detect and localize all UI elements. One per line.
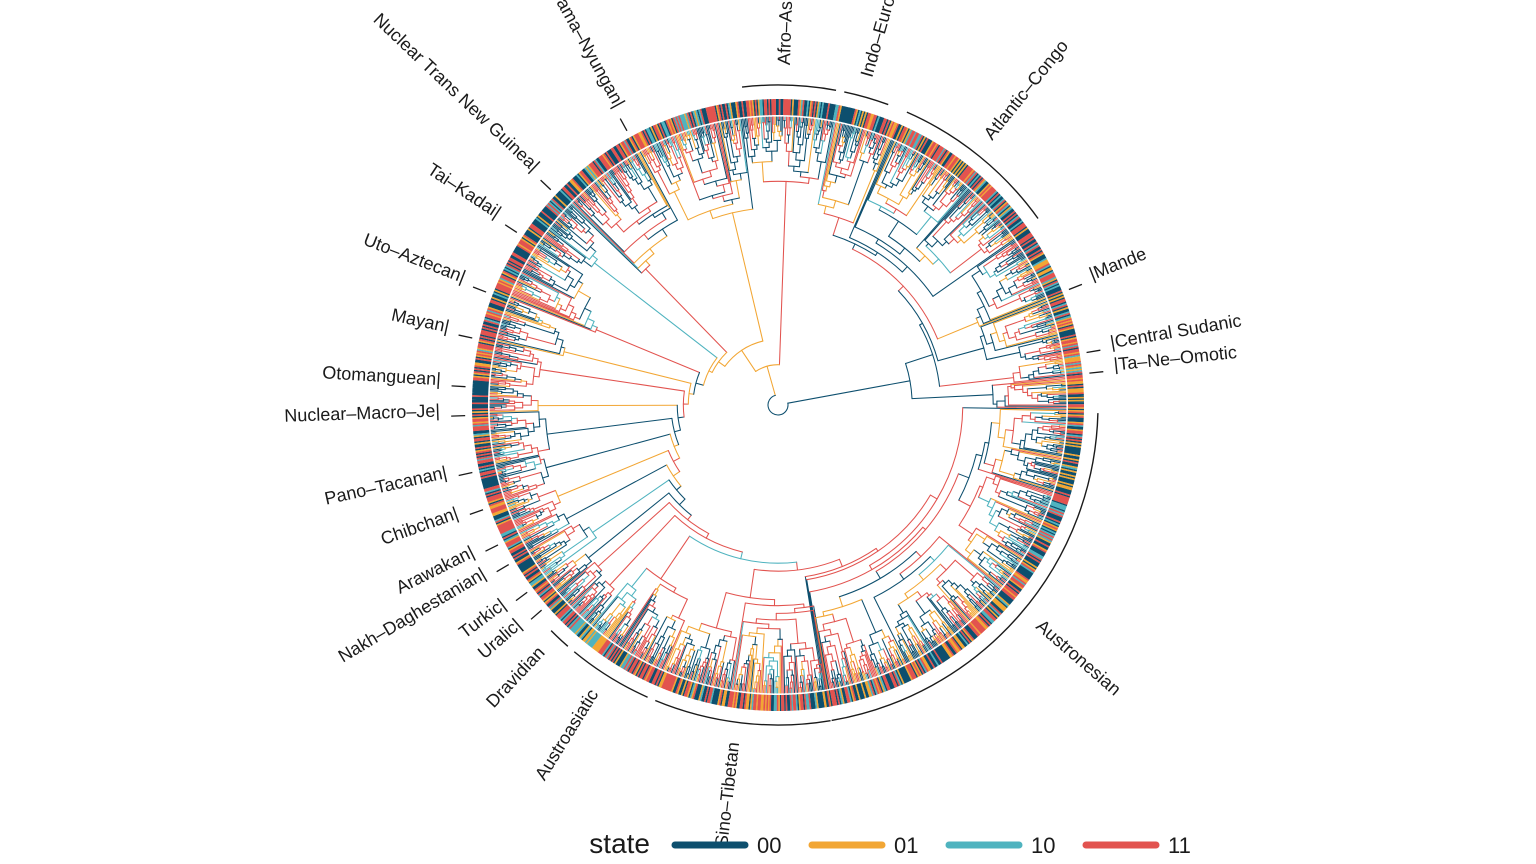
svg-text:10: 10: [1031, 833, 1055, 858]
svg-text:state: state: [589, 828, 650, 859]
svg-text:11: 11: [1168, 833, 1191, 858]
svg-text:00: 00: [757, 833, 781, 858]
svg-text:01: 01: [894, 833, 918, 858]
svg-text:Afro–Asiatic: Afro–Asiatic: [774, 0, 797, 65]
